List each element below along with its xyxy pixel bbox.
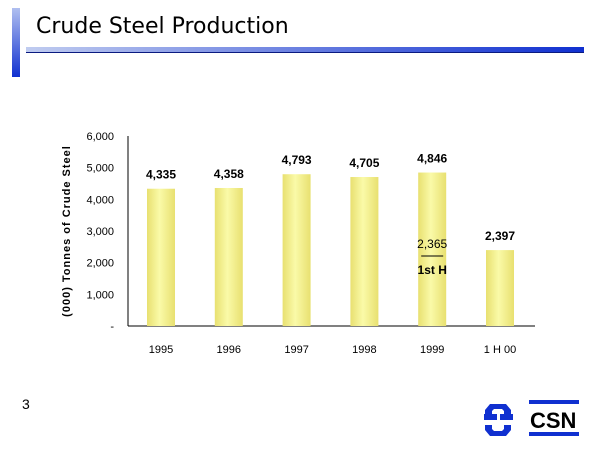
bar-1997 bbox=[282, 174, 311, 326]
x-tick-label: 1995 bbox=[149, 344, 173, 356]
bar-1H00 bbox=[486, 250, 514, 326]
title-underline bbox=[26, 47, 584, 53]
y-tick-label: 5,000 bbox=[86, 163, 114, 175]
annotation-value: 2,365 bbox=[417, 237, 447, 251]
title-accent-bar bbox=[12, 8, 20, 77]
page-title: Crude Steel Production bbox=[36, 14, 289, 39]
data-label: 4,335 bbox=[146, 168, 176, 182]
bar-1996 bbox=[214, 187, 243, 326]
y-tick-label: 2,000 bbox=[86, 258, 114, 270]
x-tick-label: 1997 bbox=[284, 344, 308, 356]
x-tick-label: 1996 bbox=[217, 344, 241, 356]
bar-1995 bbox=[147, 188, 175, 326]
y-tick-label: - bbox=[110, 321, 114, 333]
page-number: 3 bbox=[22, 396, 30, 412]
data-label: 4,705 bbox=[349, 156, 379, 170]
y-tick-label: 1,000 bbox=[86, 289, 114, 301]
y-tick-label: 6,000 bbox=[86, 131, 114, 143]
annotation-label: 1st H bbox=[418, 263, 447, 277]
data-label: 4,793 bbox=[282, 153, 312, 167]
x-tick-label: 1999 bbox=[420, 344, 444, 356]
data-label: 4,846 bbox=[417, 152, 447, 166]
y-axis-label: (000) Tonnes of Crude Steel bbox=[61, 145, 73, 317]
y-tick-label: 3,000 bbox=[86, 226, 114, 238]
bar-1998 bbox=[350, 177, 379, 326]
logo-text: CSN bbox=[530, 408, 576, 433]
y-tick-label: 4,000 bbox=[86, 194, 114, 206]
x-tick-label: 1998 bbox=[352, 344, 376, 356]
data-label: 2,397 bbox=[485, 229, 515, 243]
data-label: 4,358 bbox=[214, 167, 244, 181]
x-tick-label: 1 H 00 bbox=[484, 344, 516, 356]
bar-1999 bbox=[418, 172, 447, 326]
